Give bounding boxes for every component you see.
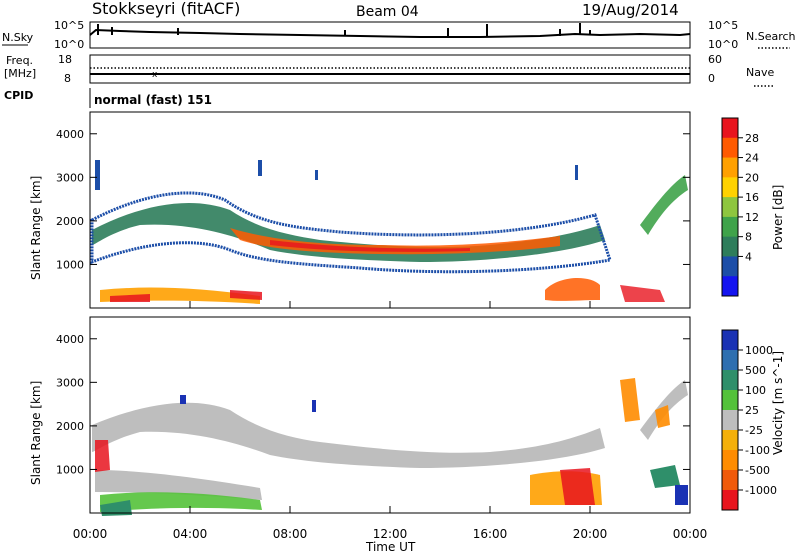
power-colorbar-swatch-4 xyxy=(722,197,738,218)
freq-right-tick-top: 60 xyxy=(708,53,722,66)
date-title: 19/Aug/2014 xyxy=(582,1,679,19)
power-colorbar-swatch-3 xyxy=(722,177,738,198)
velocity-colorbar-swatch-7 xyxy=(722,470,738,491)
freq-panel-frame xyxy=(89,54,691,84)
velocity-colorbar-tick-label-0: 1000 xyxy=(745,344,773,357)
power-ytick-label-0: 4000 xyxy=(56,128,84,141)
freq-label-line2: [MHz] xyxy=(4,67,36,80)
station-title: Stokkseyri (fitACF) xyxy=(92,0,240,18)
power-colorbar-swatch-6 xyxy=(722,236,738,257)
velocity-ytick-label-3: 1000 xyxy=(56,463,84,476)
noise-left-tick-bottom: 10^0 xyxy=(54,38,84,51)
power-y-axis: 4000 3000 2000 1000 xyxy=(56,128,690,271)
power-colorbar-label: Power [dB] xyxy=(771,185,785,250)
power-ytick-label-3: 1000 xyxy=(56,258,84,271)
power-colorbar-swatch-0 xyxy=(722,118,738,139)
cpid-text: normal (fast) 151 xyxy=(94,93,212,107)
xtick-label-6: 00:00 xyxy=(673,527,708,541)
velocity-colorbar-label: Velocity [m s^-1] xyxy=(771,351,785,455)
power-colorbar-frame xyxy=(721,117,739,297)
xtick-label-0: 00:00 xyxy=(73,527,108,541)
velocity-grey-band xyxy=(92,402,605,468)
power-ytick-label-2: 2000 xyxy=(56,215,84,228)
freq-left-tick-bottom: 8 xyxy=(64,72,71,85)
power-right-echo xyxy=(545,278,600,301)
power-band-core-inner xyxy=(270,240,470,252)
power-ytick-label-1: 3000 xyxy=(56,171,84,184)
velocity-colorbar-swatch-8 xyxy=(722,490,738,511)
xtick-label-4: 16:00 xyxy=(473,527,508,541)
nsearch-label: N.Search xyxy=(746,30,796,43)
freq-label-line1: Freq. xyxy=(6,54,33,67)
power-colorbar-tick-label-4: 12 xyxy=(745,211,759,224)
xtick-label-1: 04:00 xyxy=(173,527,208,541)
freq-glitch-mark: x xyxy=(152,70,158,80)
velocity-colorbar-tick-label-2: 100 xyxy=(745,384,766,397)
velocity-colorbar-frame xyxy=(721,329,739,511)
xtick-label-5: 20:00 xyxy=(573,527,608,541)
x-axis: 00:00 04:00 08:00 12:00 16:00 20:00 00:00 xyxy=(73,301,708,541)
power-colorbar-tick-label-0: 28 xyxy=(745,132,759,145)
velocity-colorbar-swatch-3 xyxy=(722,390,738,411)
velocity-colorbar-tick-label-4: -25 xyxy=(745,424,763,437)
noise-left-tick-top: 10^5 xyxy=(54,19,84,32)
noise-spikes xyxy=(97,23,591,37)
velocity-colorbar-swatch-2 xyxy=(722,370,738,391)
nsky-label: N.Sky xyxy=(2,31,34,44)
velocity-ytick-label-1: 3000 xyxy=(56,376,84,389)
velocity-colorbar-swatch-0 xyxy=(722,330,738,351)
velocity-ytick-label-0: 4000 xyxy=(56,333,84,346)
power-colorbar-swatch-2 xyxy=(722,157,738,178)
power-low-echo-red xyxy=(110,290,262,302)
velocity-grey-low xyxy=(95,470,262,500)
power-colorbar-swatch-1 xyxy=(722,137,738,159)
velocity-y-axis: 4000 3000 2000 1000 xyxy=(56,333,690,476)
velocity-colorbar: 1000 500 100 25 -25 -100 -500 -1000 xyxy=(721,329,777,511)
noise-sky-trace xyxy=(89,28,691,38)
freq-right-tick-bottom: 0 xyxy=(708,72,715,85)
noise-right-tick-bottom: 10^0 xyxy=(708,38,738,51)
velocity-colorbar-tick-label-6: -500 xyxy=(745,464,770,477)
power-colorbar-tick-label-2: 20 xyxy=(745,171,759,184)
freq-left-tick-top: 18 xyxy=(58,53,72,66)
velocity-evening-orange xyxy=(620,378,670,428)
power-outline-blue xyxy=(90,191,612,274)
power-colorbar: 28 24 20 16 12 8 4 xyxy=(721,117,759,297)
velocity-colorbar-swatch-4 xyxy=(722,410,738,431)
beam-title: Beam 04 xyxy=(356,4,419,20)
velocity-colorbar-tick-label-3: 25 xyxy=(745,404,759,417)
velocity-colorbar-tick-label-7: -1000 xyxy=(745,484,777,497)
power-colorbar-swatch-7 xyxy=(722,256,738,277)
velocity-colorbar-swatch-1 xyxy=(722,350,738,371)
power-evening-arc xyxy=(640,175,688,235)
velocity-colorbar-swatch-5 xyxy=(722,430,738,451)
nave-label: Nave xyxy=(746,66,774,79)
xtick-label-2: 08:00 xyxy=(273,527,308,541)
velocity-colorbar-swatch-6 xyxy=(722,450,738,471)
cpid-label: CPID xyxy=(4,89,33,102)
power-colorbar-tick-label-1: 24 xyxy=(745,152,759,165)
power-scatter xyxy=(90,160,688,304)
power-evening-low xyxy=(620,285,665,302)
velocity-colorbar-tick-label-1: 500 xyxy=(745,364,766,377)
velocity-ytick-label-2: 2000 xyxy=(56,420,84,433)
xtick-label-3: 12:00 xyxy=(373,527,408,541)
velocity-scatter xyxy=(92,378,688,516)
power-sparse-high xyxy=(95,160,578,190)
noise-right-tick-top: 10^5 xyxy=(708,19,738,32)
velocity-green-low xyxy=(100,492,262,512)
velocity-colorbar-tick-label-5: -100 xyxy=(745,444,770,457)
power-colorbar-swatch-5 xyxy=(722,216,738,238)
power-colorbar-tick-label-6: 4 xyxy=(745,250,752,263)
power-colorbar-swatch-8 xyxy=(722,276,738,297)
power-colorbar-tick-label-5: 8 xyxy=(745,231,752,244)
power-colorbar-tick-label-3: 16 xyxy=(745,191,759,204)
power-ylabel: Slant Range [km] xyxy=(29,176,43,280)
velocity-ylabel: Slant Range [km] xyxy=(29,381,43,485)
x-axis-label: Time UT xyxy=(365,540,416,554)
